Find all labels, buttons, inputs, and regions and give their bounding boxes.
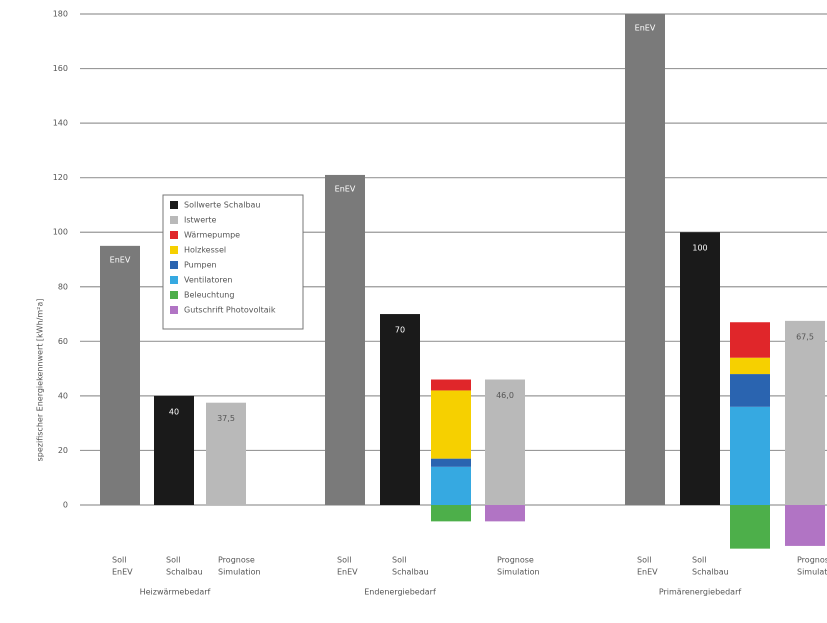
bar-segment xyxy=(325,174,365,505)
legend-swatch xyxy=(170,201,178,209)
y-tick-label: 120 xyxy=(53,173,68,182)
y-tick-label: 40 xyxy=(58,391,68,400)
x-tick-label: Soll xyxy=(112,556,126,565)
legend-swatch xyxy=(170,291,178,299)
bar-segment xyxy=(730,374,770,407)
x-tick-label: Soll xyxy=(637,556,651,565)
y-tick-label: 80 xyxy=(58,282,68,291)
x-tick-label: Prognose xyxy=(218,556,255,565)
x-tick-label: EnEV xyxy=(637,568,658,577)
value-label: 37,5 xyxy=(217,414,235,423)
x-tick-label: Schalbau xyxy=(166,568,203,577)
y-tick-label: 180 xyxy=(53,10,68,19)
legend-label: Holzkessel xyxy=(184,246,226,255)
bar-segment xyxy=(730,406,770,505)
bar-segment xyxy=(431,505,471,522)
value-label: 100 xyxy=(692,244,707,253)
legend-label: Ventilatoren xyxy=(184,276,232,285)
y-axis-label: spezifischer Energiekennwert [kWh/m²a] xyxy=(36,299,45,462)
legend-swatch xyxy=(170,261,178,269)
value-label: 40 xyxy=(169,407,179,416)
value-label: 46,0 xyxy=(496,391,514,400)
bar-segment xyxy=(431,458,471,467)
x-tick-label: Simulation xyxy=(797,568,827,577)
x-tick-label: Prognose xyxy=(497,556,534,565)
y-tick-label: 0 xyxy=(63,501,68,510)
x-tick-label: Soll xyxy=(337,556,351,565)
legend-label: Gutschrift Photovoltaik xyxy=(184,306,276,315)
x-tick-label: Schalbau xyxy=(692,568,729,577)
bar-segment xyxy=(680,232,720,505)
legend-swatch xyxy=(170,216,178,224)
x-tick-label: EnEV xyxy=(337,568,358,577)
legend-swatch xyxy=(170,246,178,254)
bar-segment xyxy=(431,379,471,391)
bar-segment xyxy=(431,390,471,459)
x-tick-label: Soll xyxy=(166,556,180,565)
bar-segment xyxy=(154,395,194,505)
legend-label: Sollwerte Schalbau xyxy=(184,201,261,210)
bar-segment xyxy=(730,322,770,358)
legend-label: Istwerte xyxy=(184,216,217,225)
bar-segment xyxy=(730,357,770,375)
x-tick-label: Soll xyxy=(392,556,406,565)
x-tick-label: Simulation xyxy=(218,568,261,577)
x-tick-label: Soll xyxy=(692,556,706,565)
x-tick-label: Simulation xyxy=(497,568,540,577)
legend-label: Pumpen xyxy=(184,261,217,270)
legend-swatch xyxy=(170,306,178,314)
bar-segment xyxy=(380,314,420,505)
bar-label: EnEV xyxy=(110,255,131,264)
value-label: 67,5 xyxy=(796,332,814,341)
y-tick-label: 160 xyxy=(53,64,68,73)
bar-segment xyxy=(100,245,140,505)
group-label: Endenergiebedarf xyxy=(364,588,436,597)
legend-label: Wärmepumpe xyxy=(184,231,240,240)
group-label: Heizwärmebedarf xyxy=(140,588,211,597)
bar-segment xyxy=(485,379,525,505)
legend-box xyxy=(162,194,304,330)
bar-segment xyxy=(206,402,246,505)
y-tick-label: 140 xyxy=(53,119,68,128)
x-tick-label: Schalbau xyxy=(392,568,429,577)
y-tick-label: 60 xyxy=(58,337,68,346)
bar-segment xyxy=(625,14,665,505)
bar-label: EnEV xyxy=(635,24,656,33)
bar-segment xyxy=(485,505,525,522)
legend-label: Beleuchtung xyxy=(184,291,234,300)
bar-segment xyxy=(785,320,825,505)
legend-swatch xyxy=(170,276,178,284)
y-tick-label: 20 xyxy=(58,446,68,455)
group-label: Primärenergiebedarf xyxy=(659,588,742,597)
legend-swatch xyxy=(170,231,178,239)
y-tick-label: 100 xyxy=(53,228,68,237)
bar-segment xyxy=(730,505,770,549)
bar-label: EnEV xyxy=(335,184,356,193)
x-tick-label: Prognose xyxy=(797,556,827,565)
bar-segment xyxy=(431,466,471,505)
legend: Sollwerte Schalbau Istwerte Wärmepumpe Holz… xyxy=(162,194,304,330)
x-tick-label: EnEV xyxy=(112,568,133,577)
bar-segment xyxy=(785,505,825,546)
value-label: 70 xyxy=(395,326,405,335)
